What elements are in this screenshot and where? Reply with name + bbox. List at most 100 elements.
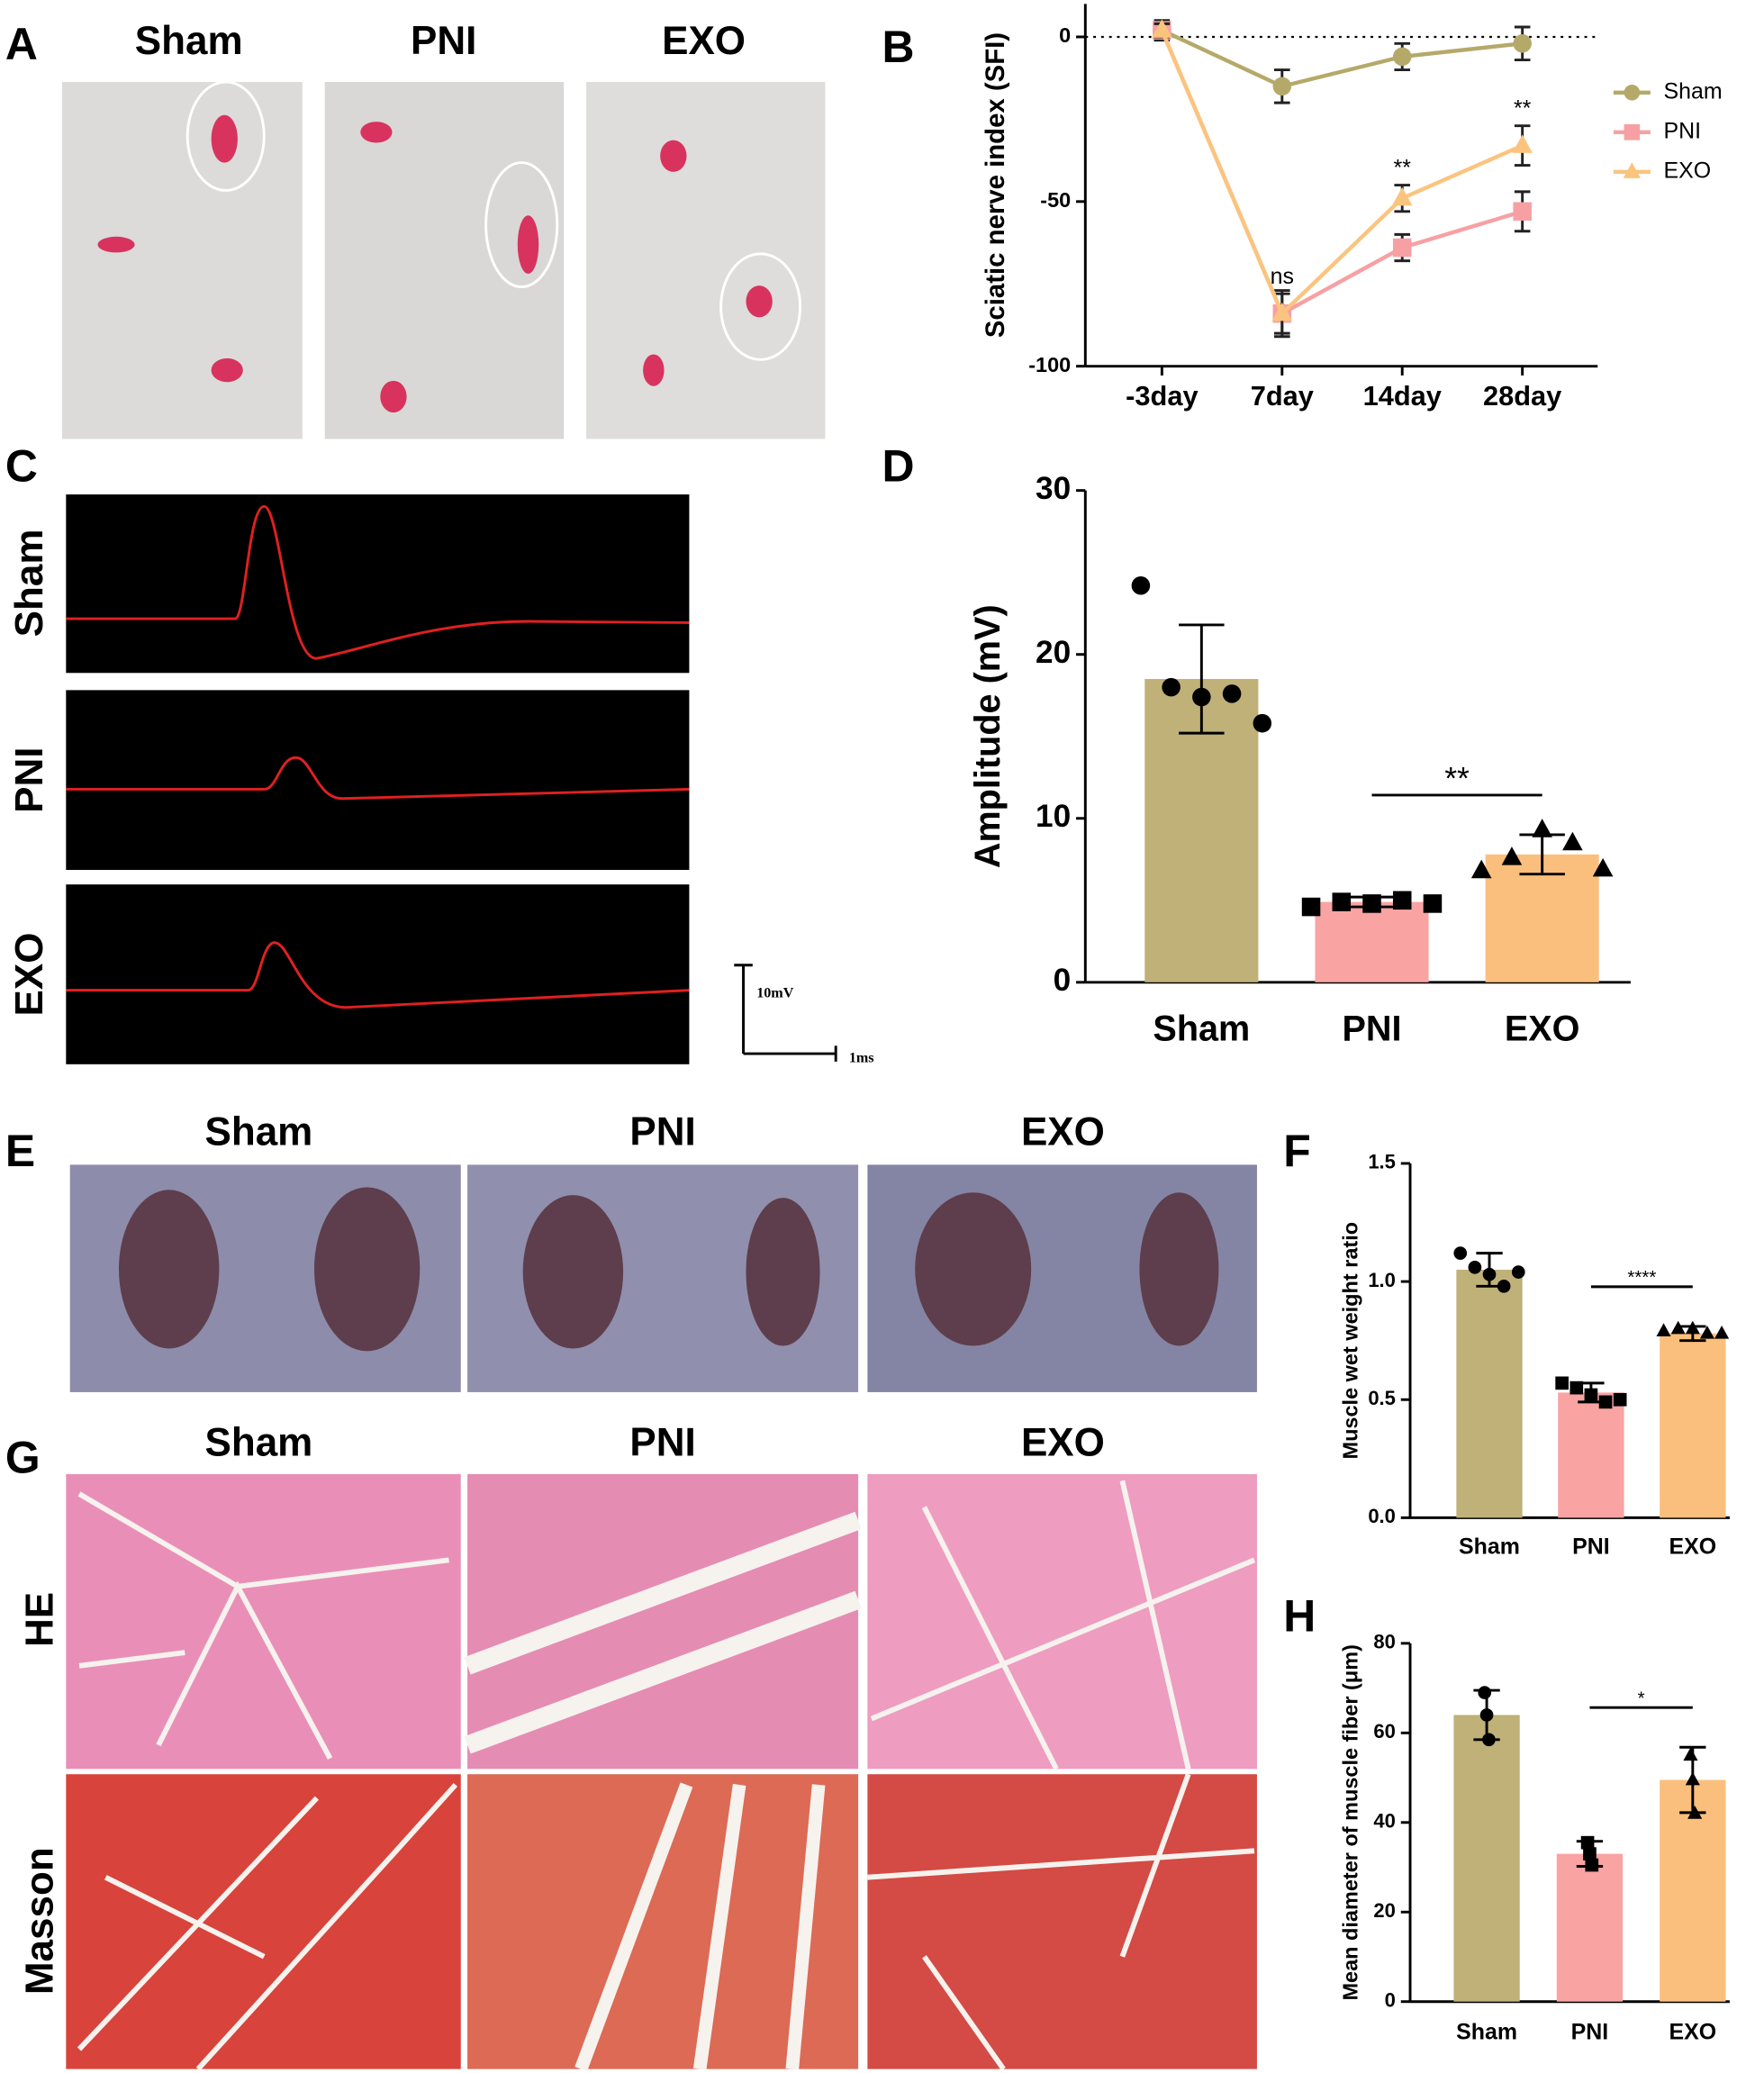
y-axis-label: Mean diameter of muscle fiber (μm)	[1339, 1644, 1362, 2000]
group-label: PNI	[629, 1109, 695, 1154]
footprint-photos	[61, 80, 826, 439]
y-tick-label: 0	[1059, 23, 1071, 47]
significance-label: **	[1444, 761, 1470, 796]
bar	[1660, 1333, 1726, 1518]
marker	[1685, 1771, 1700, 1786]
marker	[1192, 687, 1211, 707]
marker	[1598, 1395, 1613, 1409]
marker	[1479, 1708, 1494, 1722]
marker	[1253, 713, 1272, 733]
row-label: HE	[18, 1592, 62, 1647]
group-label: Sham	[205, 1420, 313, 1464]
marker	[1478, 1686, 1492, 1699]
tissue-gaps	[77, 1480, 1256, 2072]
x-tick-label: EXO	[1505, 1009, 1580, 1049]
panel-label: D	[882, 440, 915, 491]
panel-label: G	[5, 1432, 41, 1482]
y-tick-label: -50	[1040, 188, 1071, 212]
marker	[1272, 77, 1292, 96]
group-label: Sham	[205, 1109, 313, 1154]
marker	[1453, 1246, 1468, 1260]
marker	[1162, 677, 1181, 697]
significance-label: *	[1638, 1688, 1645, 1708]
bar	[1456, 1269, 1523, 1518]
photo	[586, 82, 826, 439]
significance-label: ****	[1627, 1267, 1656, 1288]
panel-label: H	[1283, 1591, 1316, 1642]
group-label: EXO	[1021, 1420, 1105, 1464]
annotation: **	[1394, 156, 1412, 181]
marker	[1152, 19, 1172, 38]
marker	[1362, 894, 1381, 913]
marker	[1624, 84, 1641, 101]
x-tick-label: 14day	[1363, 380, 1442, 412]
marker	[1271, 302, 1293, 321]
marker	[1392, 891, 1412, 910]
x-tick-label: PNI	[1571, 2020, 1609, 2045]
masson-image	[867, 1774, 1257, 2069]
x-tick-label: Sham	[1459, 1534, 1520, 1560]
panel-label: F	[1283, 1126, 1310, 1176]
marker	[1580, 1835, 1595, 1850]
row-label: Masson	[18, 1847, 62, 1995]
x-tick-label: PNI	[1343, 1009, 1402, 1049]
x-tick-label: EXO	[1669, 2020, 1716, 2045]
marker	[1592, 857, 1614, 877]
masson-image	[66, 1774, 461, 2069]
marker	[1497, 1279, 1511, 1293]
x-tick-label: PNI	[1572, 1534, 1610, 1560]
marker	[1613, 1392, 1627, 1407]
paw-prints	[97, 114, 773, 413]
histology	[66, 1473, 1257, 2072]
x-tick-label: Sham	[1153, 1009, 1250, 1049]
annotation: ns	[1271, 264, 1294, 289]
legend-label: Sham	[1664, 78, 1723, 104]
muscle-photos	[69, 1164, 1257, 1392]
panel-label: B	[882, 22, 915, 72]
trace-panel	[66, 690, 690, 871]
marker	[1301, 897, 1321, 917]
marker	[1624, 124, 1641, 140]
y-tick-label: 1.5	[1368, 1151, 1396, 1173]
group-label: PNI	[411, 19, 476, 63]
marker	[1513, 202, 1532, 222]
marker	[1391, 186, 1413, 206]
marker	[1585, 1858, 1599, 1872]
marker	[1470, 859, 1492, 879]
emg-traces	[66, 494, 837, 1064]
marker	[1583, 1847, 1597, 1860]
panel-label: C	[5, 440, 38, 491]
marker	[1683, 1747, 1698, 1761]
row-label: PNI	[7, 747, 51, 812]
y-tick-label: 60	[1373, 1720, 1395, 1743]
y-tick-label: 30	[1036, 471, 1071, 506]
marker	[1482, 1267, 1497, 1281]
bar	[1558, 1392, 1624, 1518]
y-tick-label: 40	[1373, 1810, 1395, 1833]
marker	[1562, 831, 1583, 851]
legend-label: PNI	[1664, 118, 1702, 143]
series-line	[1160, 29, 1524, 317]
trace-panel	[66, 884, 690, 1064]
marker	[1332, 892, 1352, 911]
marker	[1699, 1325, 1715, 1339]
y-axis-label: Sciatic nerve index (SFI)	[981, 32, 1010, 338]
scale-label: 10mV	[756, 986, 794, 1001]
marker	[1222, 684, 1242, 703]
x-tick-label: 28day	[1483, 380, 1561, 412]
x-tick-label: -3day	[1126, 380, 1198, 412]
marker	[1513, 34, 1532, 53]
y-tick-label: 20	[1036, 635, 1071, 670]
marker	[1623, 162, 1642, 178]
marker	[1423, 894, 1443, 913]
marker	[1685, 1320, 1700, 1335]
bar	[1453, 1715, 1520, 2002]
trace-panel	[66, 494, 690, 674]
group-label: EXO	[662, 19, 746, 63]
y-tick-label: 0	[1054, 963, 1072, 998]
annotation: **	[1514, 96, 1532, 122]
y-tick-label: 0	[1385, 1989, 1396, 2012]
marker	[1482, 1733, 1496, 1747]
y-tick-label: 0.0	[1368, 1505, 1396, 1527]
y-tick-label: -100	[1028, 353, 1071, 376]
